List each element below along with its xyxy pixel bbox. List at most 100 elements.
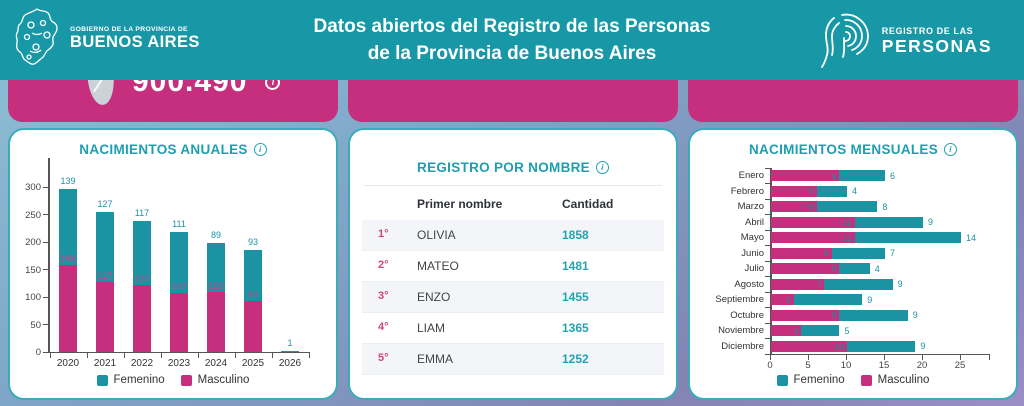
names-table-title: REGISTRO POR NOMBRE: [417, 160, 590, 175]
monthly-bar-Septiembre-masculino[interactable]: [771, 294, 794, 306]
annual-chart-title: NACIMIENTOS ANUALES: [79, 142, 248, 157]
femenino-swatch-icon: [776, 374, 788, 386]
info-icon[interactable]: i: [944, 143, 958, 156]
monthly-bar-Noviembre-masculino[interactable]: [771, 325, 802, 337]
monthly-bar-Mayo-masculino[interactable]: [771, 232, 855, 244]
table-row: 4° LIAM 1365: [362, 313, 664, 344]
monthly-bar-Octubre-masculino[interactable]: [771, 309, 840, 321]
monthly-femenino-value-label: 8: [882, 201, 888, 212]
rank-cell: 2°: [378, 259, 389, 271]
monthly-masculino-value-label: 9: [831, 310, 837, 321]
y-axis-tick: [765, 214, 770, 215]
y-axis-tick-label: 50: [30, 319, 41, 331]
y-axis-tick: [43, 351, 48, 353]
annual-bar-2026-femenino[interactable]: [281, 350, 299, 352]
monthly-masculino-value-label: 11: [842, 217, 852, 228]
annual-bar-2022-masculino[interactable]: [133, 284, 151, 352]
annual-bar-2022-femenino[interactable]: [133, 220, 151, 285]
x-axis-category-label: 2021: [93, 358, 117, 369]
monthly-bar-Junio-femenino[interactable]: [831, 247, 885, 259]
y-axis-tick: [765, 307, 770, 308]
registry-logo-line2: PERSONAS: [881, 35, 992, 56]
monthly-femenino-value-label: 7: [890, 248, 896, 259]
page-title-line2: de la Provincia de Buenos Aires: [367, 42, 657, 64]
x-axis-tick-label: 0: [767, 360, 773, 371]
monthly-masculino-value-label: 9: [831, 170, 837, 181]
annual-bar-2025-femenino[interactable]: [244, 249, 262, 301]
monthly-bar-Enero-masculino[interactable]: [771, 170, 840, 182]
monthly-bar-Diciembre-masculino[interactable]: [771, 340, 847, 352]
x-axis-tick-label: 15: [878, 360, 890, 371]
x-axis-category-label: 2022: [130, 358, 154, 369]
monthly-bar-Agosto-masculino[interactable]: [771, 278, 825, 290]
monthly-bar-Octubre-femenino[interactable]: [839, 309, 908, 321]
name-cell: MATEO: [417, 259, 459, 273]
y-axis-tick: [43, 186, 48, 188]
monthly-bar-Enero-femenino[interactable]: [839, 170, 885, 182]
annual-bar-2023-femenino[interactable]: [170, 232, 188, 294]
legend-item-femenino[interactable]: Femenino: [776, 374, 845, 386]
legend-item-masculino[interactable]: Masculino: [180, 374, 249, 386]
x-axis-tick-label: 25: [954, 360, 966, 371]
monthly-bar-Agosto-femenino[interactable]: [824, 278, 893, 290]
info-icon[interactable]: i: [595, 161, 609, 174]
annual-bar-2024-masculino[interactable]: [207, 291, 225, 352]
annual-bar-2020-masculino[interactable]: [59, 265, 77, 352]
annual-masculino-value-label: 110: [208, 280, 224, 291]
annual-bar-2021-femenino[interactable]: [96, 212, 114, 283]
annual-bar-2023-masculino[interactable]: [170, 293, 188, 352]
x-axis-tick: [883, 355, 885, 360]
annual-masculino-value-label: 93: [247, 289, 258, 300]
monthly-bar-Mayo-femenino[interactable]: [854, 232, 961, 244]
name-cell: LIAM: [417, 321, 446, 335]
x-axis-tick: [807, 355, 809, 360]
annual-bar-2025-masculino[interactable]: [244, 300, 262, 352]
monthly-masculino-value-label: 7: [816, 279, 822, 290]
monthly-femenino-value-label: 14: [966, 232, 977, 243]
monthly-bar-Marzo-masculino[interactable]: [771, 201, 817, 213]
annual-births-card: NACIMIENTOS ANUALES i 0 50 100 150 200 250 300…: [8, 128, 338, 400]
monthly-bar-Febrero-femenino[interactable]: [816, 185, 847, 197]
monthly-chart-legend: Femenino Masculino: [690, 374, 1016, 386]
monthly-bar-Noviembre-femenino[interactable]: [801, 325, 840, 337]
info-icon[interactable]: i: [253, 143, 267, 156]
table-body: 1° OLIVIA 1858 2° MATEO 1481 3° ENZO 1455 4° LIAM 1…: [350, 220, 676, 375]
annual-bar-2024-femenino[interactable]: [207, 242, 225, 292]
monthly-masculino-value-label: 11: [842, 232, 852, 243]
annual-masculino-value-label: 158: [60, 254, 76, 265]
monthly-bar-Abril-femenino[interactable]: [854, 216, 923, 228]
annual-bar-2020-femenino[interactable]: [59, 188, 77, 266]
legend-item-masculino[interactable]: Masculino: [860, 374, 929, 386]
monthly-bar-Abril-masculino[interactable]: [771, 216, 855, 228]
y-axis-tick: [765, 260, 770, 262]
monthly-bar-Febrero-masculino[interactable]: [771, 185, 817, 197]
y-axis-tick-label: 200: [25, 237, 41, 248]
monthly-bar-Junio-masculino[interactable]: [771, 247, 832, 259]
month-label: Diciembre: [721, 340, 764, 352]
x-axis-tick: [959, 355, 961, 360]
y-axis-tick: [765, 198, 770, 200]
monthly-bar-Diciembre-femenino[interactable]: [847, 340, 916, 352]
month-label: Octubre: [730, 309, 764, 321]
annual-femenino-value-label: 93: [247, 236, 258, 247]
annual-bar-2021-masculino[interactable]: [96, 282, 114, 352]
legend-item-femenino[interactable]: Femenino: [96, 374, 165, 386]
monthly-bar-Marzo-femenino[interactable]: [816, 201, 878, 213]
monthly-femenino-value-label: 9: [928, 217, 934, 228]
monthly-bar-Septiembre-femenino[interactable]: [793, 294, 863, 306]
annual-femenino-value-label: 127: [97, 199, 113, 210]
monthly-masculino-value-label: 10: [834, 341, 844, 352]
monthly-chart-title: NACIMIENTOS MENSUALES: [748, 142, 939, 157]
column-header-name: Primer nombre: [417, 197, 503, 211]
gov-logo-line2: BUENOS AIRES: [70, 33, 200, 52]
y-axis-tick-label: 0: [35, 347, 41, 358]
x-axis-tick: [86, 353, 88, 358]
x-axis-tick: [271, 353, 273, 358]
app-header: GOBIERNO DE LA PROVINCIA DE BUENOS AIRES…: [0, 0, 1024, 80]
monthly-femenino-value-label: 6: [890, 170, 896, 181]
y-axis-tick-label: 250: [25, 209, 41, 221]
monthly-bar-Julio-femenino[interactable]: [839, 263, 870, 275]
monthly-femenino-value-label: 4: [852, 186, 858, 197]
monthly-bar-Julio-masculino[interactable]: [771, 263, 840, 275]
annual-femenino-value-label: 139: [60, 175, 76, 186]
